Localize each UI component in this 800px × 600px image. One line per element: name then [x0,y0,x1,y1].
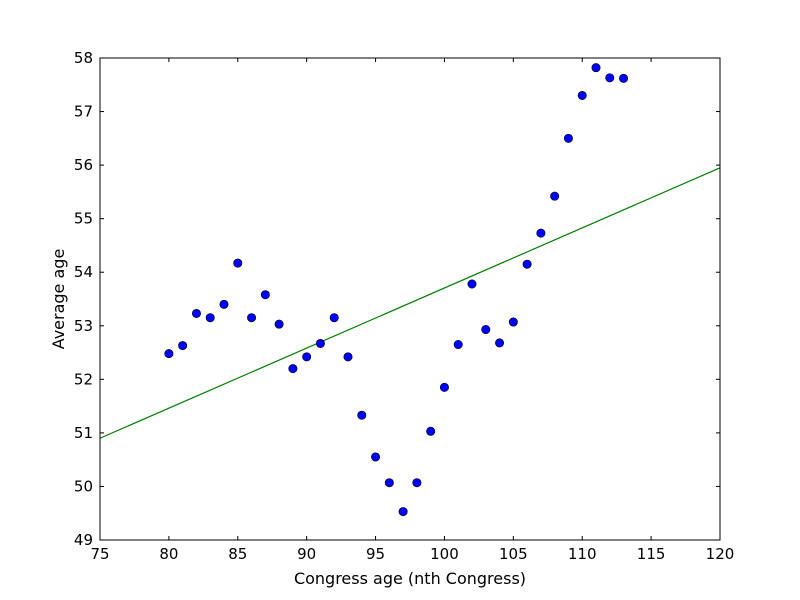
y-tick-label: 55 [74,210,93,228]
data-point [260,290,270,300]
data-point [605,73,615,83]
data-point [412,478,422,488]
x-tick-label: 75 [90,545,109,563]
x-tick-label: 95 [366,545,385,563]
x-tick-label: 80 [159,545,178,563]
y-tick-label: 58 [74,49,93,67]
trend-line-layer [100,167,720,439]
data-point [467,279,477,289]
data-point [577,90,587,100]
data-point [302,352,312,362]
x-tick-label: 100 [430,545,459,563]
x-tick-label: 85 [228,545,247,563]
data-point [619,73,629,83]
data-point [329,313,339,323]
y-tick-label: 54 [74,263,93,281]
data-point [357,410,367,420]
data-point [481,325,491,335]
data-point [164,349,174,359]
data-point [178,341,188,351]
x-axis-label: Congress age (nth Congress) [294,569,526,588]
data-point [371,452,381,462]
data-point [495,338,505,348]
data-point [522,259,532,269]
x-tick-label: 120 [706,545,735,563]
y-tick-label: 53 [74,317,93,335]
data-point [247,313,257,323]
data-point [343,352,353,362]
data-point [426,426,436,436]
data-point [315,338,325,348]
plot-frame [99,57,721,541]
data-point [439,382,449,392]
data-point [288,364,298,374]
y-tick-label: 51 [74,424,93,442]
data-point [453,340,463,350]
data-point [384,478,394,488]
data-point [563,133,573,143]
data-point [205,313,215,323]
x-tick-label: 115 [637,545,666,563]
data-point [233,258,243,268]
data-point [274,319,284,329]
y-tick-label: 49 [74,531,93,549]
x-tick-label: 105 [499,545,528,563]
y-tick-label: 50 [74,477,93,495]
trend-line [100,167,720,439]
data-point [219,299,229,309]
y-axis-label: Average age [49,249,68,350]
y-tick-label: 57 [74,103,93,121]
y-tick-label: 56 [74,156,93,174]
axis-ticks [99,57,721,541]
y-tick-label: 52 [74,370,93,388]
scatter-points [164,63,629,517]
data-point [508,317,518,327]
tick-labels: 75 80 85 90 95 100 105 110 115 120 49 50 51 52 53 54 55 5… [74,49,734,563]
data-point [398,507,408,517]
data-point [536,228,546,238]
x-tick-label: 90 [297,545,316,563]
data-point [591,63,601,73]
x-tick-label: 110 [568,545,597,563]
data-point [550,191,560,201]
data-point [191,308,201,318]
